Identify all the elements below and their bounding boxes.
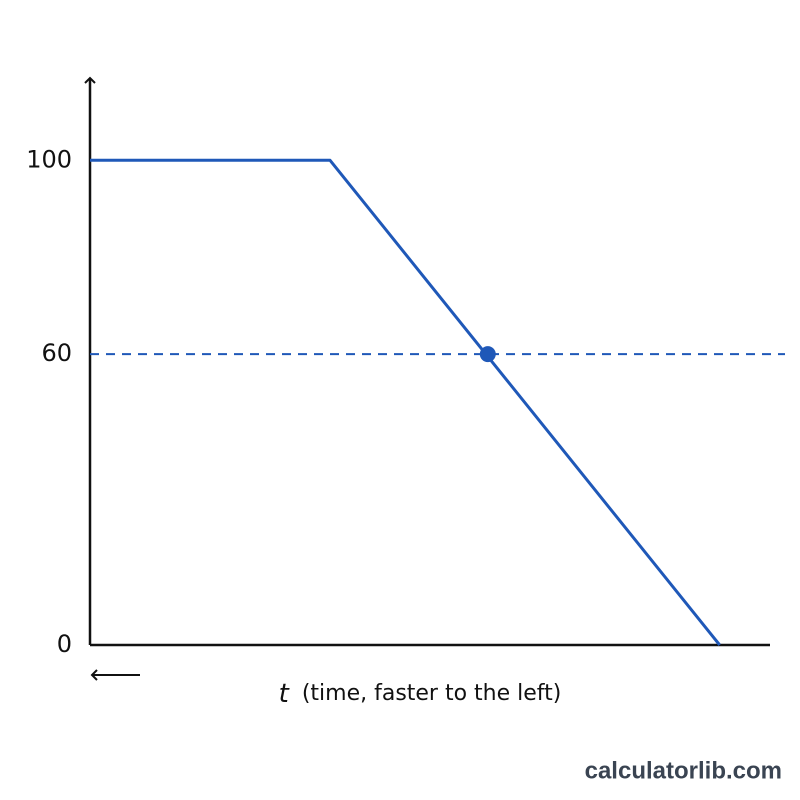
marker-point — [479, 346, 496, 363]
y-tick-label: 100 — [26, 145, 72, 173]
watermark: calculatorlib.com — [585, 757, 782, 784]
y-tick-label: 60 — [41, 339, 72, 367]
x-axis-symbol: t — [279, 679, 290, 709]
x-axis-text: (time, faster to the left) — [302, 681, 562, 706]
data-line — [90, 158, 721, 646]
y-tick-label: 0 — [57, 630, 72, 658]
x-axis-label: t (time, faster to the left) — [279, 679, 562, 709]
